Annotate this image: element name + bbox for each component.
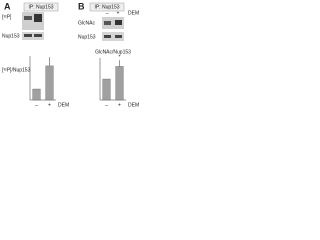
panel-label: B	[78, 1, 85, 11]
figure: A IP: Nup153 [³²P] Nup153 B IP: Nup153 D…	[2, 1, 139, 108]
band	[34, 14, 42, 22]
x-axis-label: DEM	[128, 102, 139, 108]
x-tick-label: –	[35, 102, 38, 108]
bar	[102, 78, 111, 101]
bar	[115, 66, 124, 101]
lane-label: +	[117, 10, 120, 16]
treatment-label: DEM	[128, 10, 139, 16]
x-axis-label: DEM	[58, 102, 69, 108]
blot-row-label: Nup153	[2, 33, 20, 39]
ip-box	[89, 2, 125, 12]
band	[24, 34, 32, 37]
panel-label: A	[4, 1, 11, 11]
x-tick-label: +	[48, 102, 51, 108]
bar	[32, 88, 41, 101]
band	[34, 34, 42, 37]
y-axis-label: [³²P]/Nup153	[2, 67, 31, 73]
band	[24, 16, 32, 20]
band	[104, 21, 111, 25]
y-axis-label: GlcNAc/Nup153	[95, 49, 131, 55]
blot	[22, 32, 44, 40]
annotation: *	[119, 54, 121, 60]
blot-row-label: Nup153	[78, 34, 96, 40]
x-tick-label: +	[118, 102, 121, 108]
band	[104, 35, 111, 38]
blot-row-label: [³²P]	[2, 14, 12, 20]
ip-box	[23, 2, 59, 12]
blot-row-label: GlcNAc	[78, 20, 95, 26]
x-tick-label: –	[105, 102, 108, 108]
ip-label: IP: Nup153	[28, 4, 53, 10]
lane-label: –	[106, 10, 109, 16]
bar	[45, 65, 54, 101]
band	[115, 20, 122, 25]
ip-label: IP: Nup153	[94, 4, 119, 10]
band	[115, 35, 122, 38]
blot	[102, 32, 124, 41]
